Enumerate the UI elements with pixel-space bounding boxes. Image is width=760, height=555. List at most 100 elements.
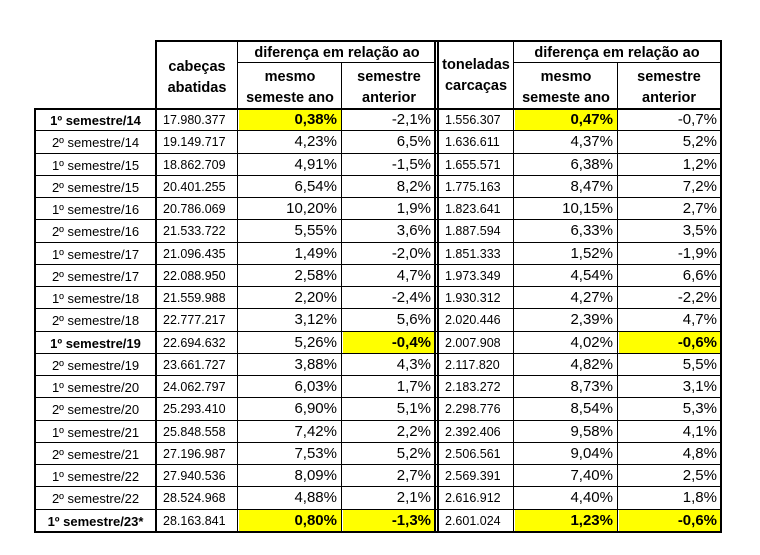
cell-prev-b: 2,7%	[682, 200, 717, 218]
header-prev-1-line2: anterior	[362, 89, 416, 105]
header-tons-line1: toneladas	[442, 58, 510, 73]
cell-prev-b: 4,1%	[682, 422, 717, 440]
cell-tons: 1.655.571	[445, 157, 501, 172]
row-divider	[34, 420, 722, 421]
header-prev-2-line1: semestre	[637, 70, 701, 85]
cell-tons: 1.556.307	[445, 113, 501, 127]
cell-heads: 19.149.717	[163, 135, 226, 150]
cell-heads: 22.088.950	[163, 268, 226, 283]
cell-prev-b: 3,1%	[682, 378, 717, 396]
cell-prev-a: 4,3%	[396, 355, 431, 373]
cell-tons: 1.887.594	[445, 224, 501, 239]
cell-heads: 21.533.722	[163, 224, 226, 239]
data-table: cabeças abatidas diferença em relação ao…	[34, 40, 722, 533]
cell-tons: 2.392.406	[445, 424, 501, 439]
cell-label: 2º semestre/18	[51, 313, 140, 329]
cell-prev-b: -1,9%	[677, 244, 717, 262]
header-prev-2-line2: anterior	[642, 89, 696, 105]
cell-same-b: 8,54%	[570, 400, 613, 418]
cell-prev-a: -1,5%	[391, 155, 431, 173]
col-divider	[720, 40, 722, 532]
cell-tons: 2.183.272	[445, 380, 501, 395]
header-tons: toneladas carcaças	[438, 58, 514, 93]
cell-same-a: 6,54%	[294, 177, 337, 195]
cell-label: 1º semestre/23*	[47, 513, 144, 529]
cell-prev-b: 5,2%	[682, 133, 717, 151]
cell-same-b: 4,02%	[570, 333, 613, 351]
cell-prev-a: 6,5%	[396, 133, 431, 151]
cell-prev-a: -1,3%	[343, 509, 436, 531]
cell-prev-a: 1,7%	[396, 378, 431, 396]
cell-prev-b: 7,2%	[682, 177, 717, 195]
row-divider	[34, 308, 722, 309]
cell-same-b: 4,54%	[570, 266, 613, 284]
cell-label: 1º semestre/18	[51, 291, 140, 307]
cell-prev-b: -0,6%	[619, 509, 722, 531]
cell-tons: 2.601.024	[445, 513, 501, 528]
col-divider	[513, 40, 514, 531]
cell-heads: 20.401.255	[163, 179, 226, 194]
cell-same-b: 10,15%	[562, 200, 613, 218]
row-divider	[34, 353, 722, 354]
cell-heads: 17.980.377	[163, 113, 226, 127]
cell-prev-b: 1,2%	[682, 155, 717, 173]
cell-prev-b: -0,7%	[677, 111, 717, 128]
cell-same-a: 4,23%	[294, 133, 337, 151]
cell-heads: 23.661.727	[163, 357, 226, 372]
header-heads-line2: abatidas	[167, 79, 227, 95]
row-divider	[34, 130, 722, 131]
cell-same-b: 1,23%	[515, 509, 618, 531]
row-divider	[34, 286, 722, 287]
cell-same-a: 2,20%	[294, 289, 337, 307]
cell-label: 1º semestre/22	[51, 469, 140, 485]
cell-label: 1º semestre/17	[51, 246, 140, 262]
cell-prev-a: 5,6%	[396, 311, 431, 329]
cell-prev-a: 2,7%	[396, 467, 431, 485]
cell-heads: 18.862.709	[163, 157, 226, 172]
header-heads-line1: cabeças	[168, 60, 226, 75]
cell-tons: 2.298.776	[445, 402, 501, 417]
cell-same-a: 8,09%	[294, 467, 337, 485]
cell-tons: 2.020.446	[445, 313, 501, 328]
cell-prev-b: -2,2%	[677, 289, 717, 307]
header-group-underline	[238, 62, 436, 63]
col-divider	[34, 108, 36, 532]
cell-prev-b: -0,6%	[619, 331, 722, 353]
row-divider	[34, 397, 722, 398]
cell-label: 1º semestre/16	[51, 202, 140, 218]
cell-tons: 1.851.333	[445, 246, 501, 261]
cell-prev-a: -2,1%	[391, 111, 431, 128]
cell-label: 2º semestre/14	[51, 135, 140, 151]
row-divider	[34, 531, 722, 533]
cell-same-b: 6,33%	[570, 222, 613, 240]
cell-same-a: 7,42%	[294, 422, 337, 440]
cell-same-a: 7,53%	[294, 444, 337, 462]
cell-same-a: 4,91%	[294, 155, 337, 173]
cell-prev-a: 8,2%	[396, 177, 431, 195]
cell-heads: 21.559.988	[163, 291, 226, 306]
cell-prev-b: 3,5%	[682, 222, 717, 240]
cell-prev-b: 6,6%	[682, 266, 717, 284]
cell-same-a: 3,12%	[294, 311, 337, 329]
row-divider	[34, 175, 722, 176]
cell-same-b: 0,47%	[515, 109, 618, 131]
cell-tons: 1.823.641	[445, 202, 501, 217]
cell-same-a: 6,90%	[294, 400, 337, 418]
header-tons-line2: carcaças	[444, 77, 508, 93]
row-divider	[34, 108, 722, 110]
cell-tons: 1.973.349	[445, 268, 501, 283]
row-divider	[34, 197, 722, 198]
cell-same-b: 4,40%	[570, 489, 613, 507]
cell-heads: 24.062.797	[163, 380, 226, 395]
cell-same-b: 6,38%	[570, 155, 613, 173]
col-divider	[434, 40, 436, 532]
cell-same-a: 0,38%	[239, 109, 342, 131]
cell-same-a: 4,88%	[294, 489, 337, 507]
header-diff-group-2: diferença em relação ao	[534, 46, 700, 61]
cell-prev-a: 3,6%	[396, 222, 431, 240]
header-same-1: mesmo semeste ano	[238, 70, 342, 105]
cell-same-a: 6,03%	[294, 378, 337, 396]
cell-prev-a: -0,4%	[343, 331, 436, 353]
cell-prev-b: 1,8%	[682, 489, 717, 507]
cell-heads: 27.196.987	[163, 446, 226, 461]
